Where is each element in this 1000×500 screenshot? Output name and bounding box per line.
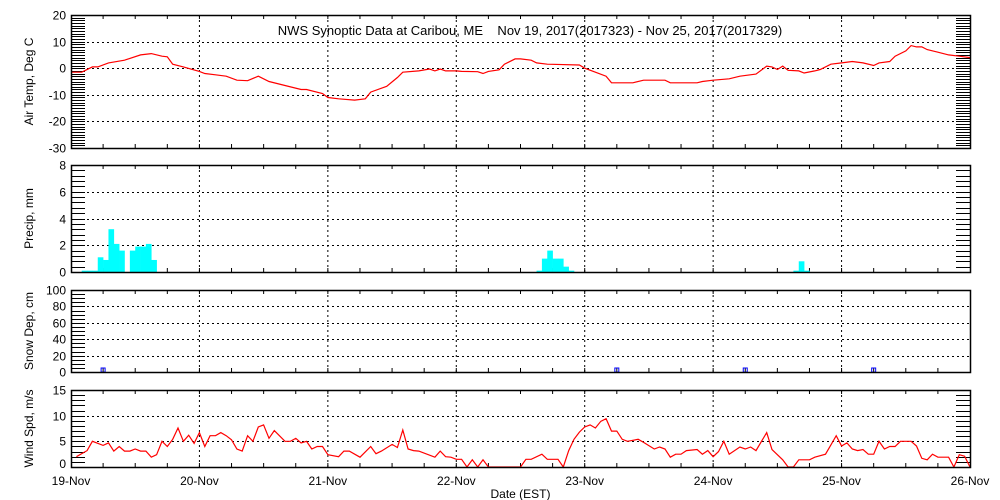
y-tick-label: -10 <box>49 89 67 103</box>
air-temp-series-line <box>71 44 971 101</box>
y-tick-label: -20 <box>49 115 67 129</box>
y-tick-label: 0 <box>59 266 66 280</box>
y-axis-label: Wind Spd, m/s <box>22 389 36 467</box>
air-temp-panel: -30 -20 -10 0 10 20 Air Temp, Deg C <box>22 9 972 156</box>
precip-bar <box>140 246 147 272</box>
x-tick-label: 19-Nov <box>52 474 91 488</box>
precip-bar <box>793 270 800 272</box>
y-tick-label: 40 <box>53 333 67 347</box>
x-tick-label: 20-Nov <box>180 474 219 488</box>
x-tick-label: 22-Nov <box>437 474 476 488</box>
y-tick-label: 0 <box>59 457 66 471</box>
y-tick-label: 8 <box>59 159 66 173</box>
precip-bar <box>129 250 136 272</box>
y-tick-label: 10 <box>53 410 67 424</box>
precip-bar <box>151 259 157 272</box>
precip-panel: 0 2 4 6 8 Precip, mm <box>22 159 972 280</box>
y-tick-label: 100 <box>46 284 66 298</box>
precip-bar <box>108 229 115 272</box>
precip-bar <box>81 270 88 272</box>
y-axis-label: Snow Dep, cm <box>22 292 36 370</box>
y-tick-label: 20 <box>53 9 67 23</box>
y-tick-label: 6 <box>59 186 66 200</box>
air-temp-plot-frame <box>70 14 972 150</box>
precip-bar <box>145 243 152 272</box>
wind-speed-plot-frame <box>70 389 972 469</box>
precip-bar <box>798 261 805 272</box>
wind-speed-series-line <box>76 417 971 469</box>
y-tick-label: 0 <box>59 62 66 76</box>
y-tick-label: 15 <box>53 384 67 398</box>
y-tick-label: 20 <box>53 350 67 364</box>
precip-plot-frame <box>70 164 972 274</box>
x-tick-label: 26-Nov <box>951 474 990 488</box>
y-tick-label: 80 <box>53 300 67 314</box>
precip-bar <box>135 246 141 272</box>
precip-bar <box>119 250 125 272</box>
snow-depth-panel: 0 20 40 60 80 100 Snow Dep, cm <box>22 284 972 380</box>
y-tick-label: 4 <box>59 213 66 227</box>
y-tick-label: -30 <box>49 142 67 156</box>
precip-bar <box>541 258 548 272</box>
x-tick-label: 21-Nov <box>309 474 348 488</box>
precip-bar <box>87 270 93 272</box>
precip-bar <box>563 266 569 272</box>
precip-bar <box>547 250 553 272</box>
chart-title: NWS Synoptic Data at Caribou, ME Nov 19,… <box>278 23 782 38</box>
x-tick-label: 25-Nov <box>822 474 861 488</box>
snow-depth-plot-frame <box>70 289 972 374</box>
x-tick-label: 23-Nov <box>565 474 604 488</box>
precip-bar <box>568 270 575 272</box>
x-tick-label: 24-Nov <box>694 474 733 488</box>
wind-speed-panel: 0 5 10 15 Wind Spd, m/s <box>22 384 972 471</box>
precip-bar <box>92 270 99 272</box>
y-axis-label: Air Temp, Deg C <box>22 37 36 125</box>
y-tick-label: 5 <box>59 435 66 449</box>
y-tick-label: 60 <box>53 317 67 331</box>
precip-bar <box>536 270 543 272</box>
precip-bar <box>557 258 564 272</box>
precip-bar <box>103 259 109 272</box>
y-tick-label: 0 <box>59 366 66 380</box>
precip-bar <box>97 257 104 272</box>
precip-bar <box>804 270 810 272</box>
x-axis-label: Date (EST) <box>490 487 550 500</box>
precip-bar <box>113 243 120 272</box>
y-tick-label: 2 <box>59 239 66 253</box>
y-axis-label: Precip, mm <box>22 188 36 249</box>
precip-bar <box>552 258 559 272</box>
y-tick-label: 10 <box>53 36 67 50</box>
